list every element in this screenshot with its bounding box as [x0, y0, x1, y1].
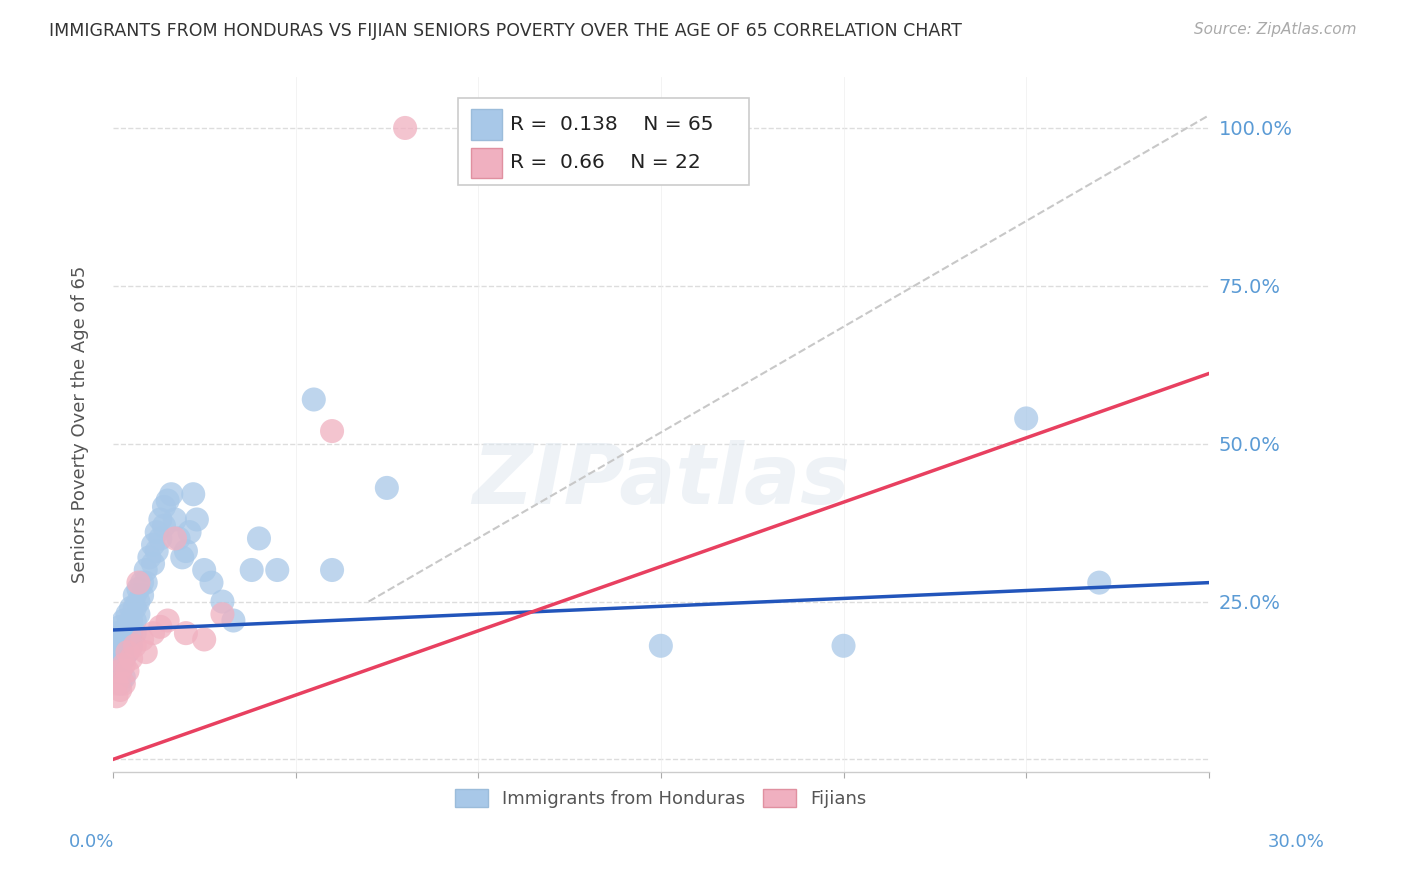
Point	[105, 657, 128, 672]
Point	[142, 538, 165, 552]
Point	[112, 651, 135, 665]
Point	[160, 487, 183, 501]
Point	[193, 632, 215, 647]
Point	[167, 532, 190, 546]
Point	[394, 120, 416, 135]
Point	[149, 620, 172, 634]
Point	[105, 626, 128, 640]
Point	[149, 532, 172, 546]
Point	[120, 614, 142, 628]
Point	[266, 563, 288, 577]
Text: IMMIGRANTS FROM HONDURAS VS FIJIAN SENIORS POVERTY OVER THE AGE OF 65 CORRELATIO: IMMIGRANTS FROM HONDURAS VS FIJIAN SENIO…	[49, 22, 962, 40]
Point	[174, 544, 197, 558]
Point	[832, 639, 855, 653]
Y-axis label: Seniors Poverty Over the Age of 65: Seniors Poverty Over the Age of 65	[72, 266, 89, 583]
Point	[302, 392, 325, 407]
Point	[124, 600, 146, 615]
Point	[1088, 575, 1111, 590]
Point	[321, 424, 343, 438]
Point	[163, 532, 186, 546]
Point	[153, 500, 176, 514]
Point	[112, 639, 135, 653]
Point	[120, 600, 142, 615]
Text: 0.0%: 0.0%	[69, 833, 114, 851]
Point	[124, 626, 146, 640]
Point	[127, 575, 149, 590]
FancyBboxPatch shape	[471, 147, 502, 178]
Point	[105, 670, 128, 684]
Point	[142, 557, 165, 571]
Point	[131, 588, 153, 602]
Point	[127, 607, 149, 622]
Point	[117, 607, 139, 622]
Point	[193, 563, 215, 577]
Text: R =  0.138    N = 65: R = 0.138 N = 65	[509, 115, 713, 134]
Point	[131, 632, 153, 647]
Text: R =  0.66    N = 22: R = 0.66 N = 22	[509, 153, 700, 172]
Point	[108, 645, 131, 659]
Point	[149, 512, 172, 526]
Point	[105, 676, 128, 690]
Point	[112, 626, 135, 640]
Point	[117, 632, 139, 647]
Point	[163, 512, 186, 526]
Point	[124, 614, 146, 628]
Point	[105, 690, 128, 704]
Point	[142, 626, 165, 640]
Point	[211, 594, 233, 608]
Point	[112, 670, 135, 684]
Point	[321, 563, 343, 577]
Point	[108, 683, 131, 698]
Point	[108, 676, 131, 690]
Point	[179, 525, 201, 540]
Point	[117, 620, 139, 634]
Legend: Immigrants from Honduras, Fijians: Immigrants from Honduras, Fijians	[449, 781, 873, 815]
Point	[174, 626, 197, 640]
Point	[108, 664, 131, 678]
Point	[108, 620, 131, 634]
Point	[181, 487, 204, 501]
Point	[247, 532, 270, 546]
Point	[127, 594, 149, 608]
Point	[200, 575, 222, 590]
FancyBboxPatch shape	[471, 110, 502, 140]
Text: ZIPatlas: ZIPatlas	[472, 440, 849, 521]
Point	[120, 639, 142, 653]
Point	[211, 607, 233, 622]
Point	[156, 493, 179, 508]
Point	[138, 550, 160, 565]
Point	[172, 550, 194, 565]
Point	[135, 563, 157, 577]
Point	[1015, 411, 1038, 425]
Point	[124, 588, 146, 602]
Point	[135, 645, 157, 659]
Point	[131, 575, 153, 590]
Point	[117, 664, 139, 678]
Point	[108, 664, 131, 678]
Point	[145, 525, 167, 540]
Point	[108, 632, 131, 647]
Point	[153, 518, 176, 533]
Point	[120, 626, 142, 640]
Point	[186, 512, 208, 526]
FancyBboxPatch shape	[458, 98, 748, 186]
Point	[120, 651, 142, 665]
Point	[222, 614, 245, 628]
Point	[240, 563, 263, 577]
Point	[127, 582, 149, 596]
Point	[650, 639, 672, 653]
Point	[112, 614, 135, 628]
Point	[135, 575, 157, 590]
Point	[112, 676, 135, 690]
Point	[375, 481, 398, 495]
Point	[105, 639, 128, 653]
Text: 30.0%: 30.0%	[1268, 833, 1324, 851]
Point	[112, 657, 135, 672]
Point	[117, 645, 139, 659]
Text: Source: ZipAtlas.com: Source: ZipAtlas.com	[1194, 22, 1357, 37]
Point	[156, 614, 179, 628]
Point	[117, 645, 139, 659]
Point	[124, 639, 146, 653]
Point	[145, 544, 167, 558]
